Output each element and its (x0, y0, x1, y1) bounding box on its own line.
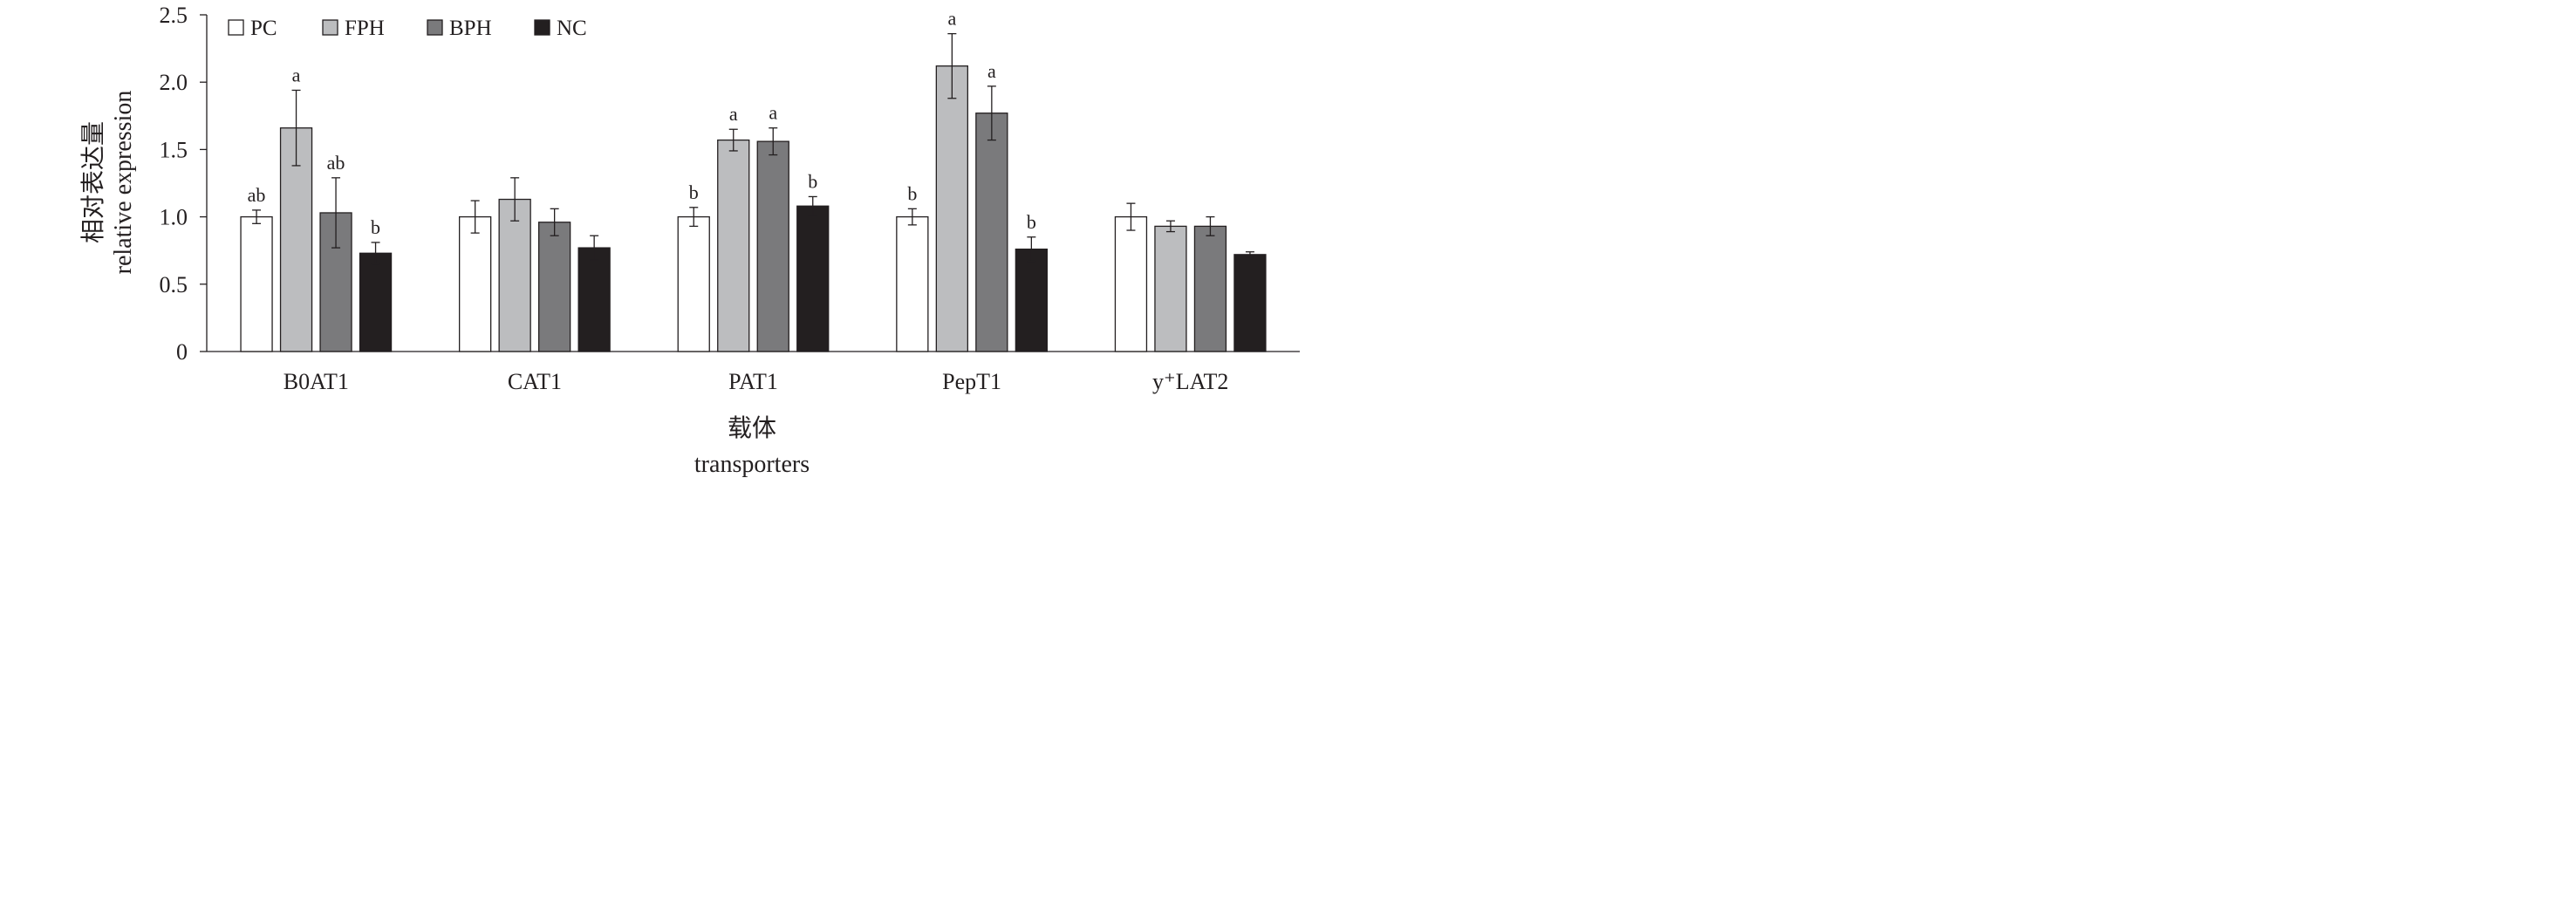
legend-swatch (322, 19, 338, 36)
y-tick-label: 1.5 (160, 137, 188, 162)
bar (677, 215, 710, 352)
significance-label: a (769, 102, 777, 124)
bar (577, 247, 611, 352)
bar (1233, 254, 1267, 352)
bar (935, 65, 968, 352)
legend-label: FPH (345, 17, 385, 40)
legend-label: NC (557, 17, 587, 40)
x-ticks: B0AT1 CAT1 PAT1 PepT1 y⁺LAT2 (284, 369, 1229, 394)
bar (459, 215, 492, 352)
x-tick-label: y⁺LAT2 (1152, 369, 1228, 394)
y-tick-label: 0.5 (160, 272, 188, 297)
significance-label: b (907, 182, 917, 204)
legend: PC FPH BPH NC (228, 17, 587, 40)
bar (1193, 225, 1227, 352)
y-tick-label: 2.5 (160, 3, 188, 28)
bar (1154, 225, 1187, 352)
significance-label: b (808, 170, 817, 192)
bar (1114, 215, 1148, 352)
bar (1015, 249, 1048, 352)
legend-swatch (534, 19, 550, 36)
bar (975, 113, 1008, 352)
y-tick-label: 0 (176, 339, 188, 365)
bar (240, 215, 273, 352)
bar (896, 215, 929, 352)
x-axis-label-en: transporters (694, 451, 810, 478)
significance-label: a (947, 8, 956, 30)
x-tick-label: CAT1 (508, 369, 562, 394)
x-tick-label: PAT1 (728, 369, 778, 394)
legend-label: PC (250, 17, 277, 40)
y-axis-label-en: relative expression (110, 91, 137, 275)
legend-swatch (427, 19, 443, 36)
bar (756, 140, 789, 352)
y-tick-label: 2.0 (160, 70, 188, 95)
y-tick-label: 1.0 (160, 205, 188, 230)
significance-label: a (987, 60, 996, 82)
significance-label: a (292, 64, 301, 85)
significance-label: b (371, 216, 380, 238)
x-axis-label-cn: 载体 (728, 414, 776, 442)
significance-label: b (1027, 211, 1036, 233)
bar (796, 205, 830, 352)
y-axis-label-cn: 相对表达量 (79, 121, 107, 243)
x-tick-label: PepT1 (942, 369, 1001, 394)
significance-label: ab (248, 184, 266, 206)
legend-label: BPH (449, 17, 492, 40)
bar-chart: 相对表达量 relative expression 0 0.5 1.0 1.5 2.0 2… (79, 3, 1300, 478)
y-axis-title: 相对表达量 relative expression (79, 91, 137, 275)
bar (498, 198, 531, 352)
bar (538, 222, 571, 352)
chart-container: 相对表达量 relative expression 0 0.5 1.0 1.5 2.0 2… (0, 0, 1350, 481)
bar (717, 139, 750, 352)
bar (359, 252, 393, 352)
significance-label: b (689, 181, 699, 203)
x-tick-label: B0AT1 (284, 369, 349, 394)
significance-label: a (729, 103, 738, 125)
legend-swatch (228, 19, 244, 36)
y-ticks: 0 0.5 1.0 1.5 2.0 2.5 (160, 3, 207, 365)
significance-label: ab (327, 152, 345, 174)
